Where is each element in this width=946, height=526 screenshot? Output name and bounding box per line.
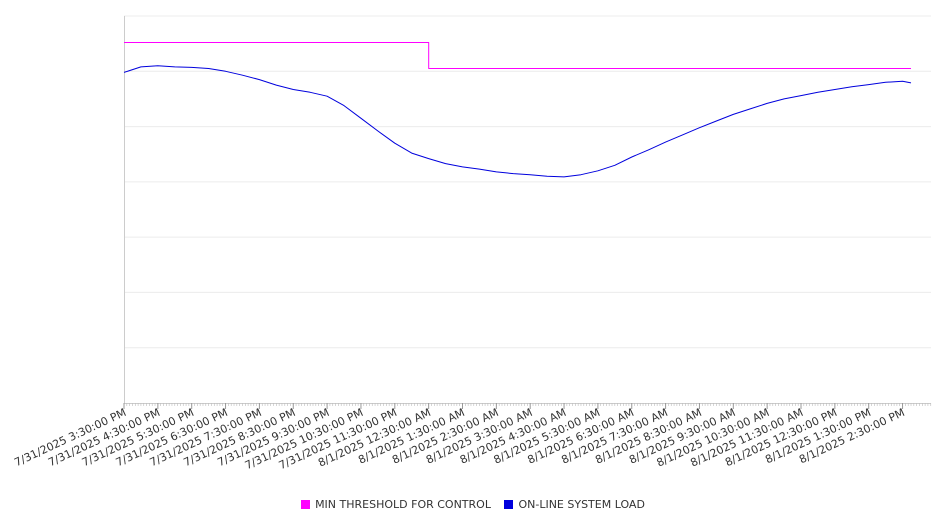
legend-label-threshold: MIN THRESHOLD FOR CONTROL — [315, 498, 491, 511]
legend-swatch-threshold — [301, 500, 311, 509]
axes — [124, 16, 931, 404]
series-line-1 — [123, 65, 912, 178]
legend-item-system-load[interactable]: ON-LINE SYSTEM LOAD — [504, 498, 645, 511]
grid-lines — [124, 15, 931, 349]
series-line-0 — [124, 42, 911, 69]
legend-swatch-system-load — [504, 500, 514, 509]
legend-item-threshold[interactable]: MIN THRESHOLD FOR CONTROL — [301, 498, 491, 511]
legend-label-system-load: ON-LINE SYSTEM LOAD — [518, 498, 645, 511]
x-axis-ticks — [123, 403, 932, 409]
x-axis-labels: 7/31/2025 3:30:00 PM7/31/2025 4:30:00 PM… — [12, 406, 907, 472]
legend: MIN THRESHOLD FOR CONTROL ON-LINE SYSTEM… — [0, 498, 946, 512]
series-lines — [123, 42, 912, 178]
